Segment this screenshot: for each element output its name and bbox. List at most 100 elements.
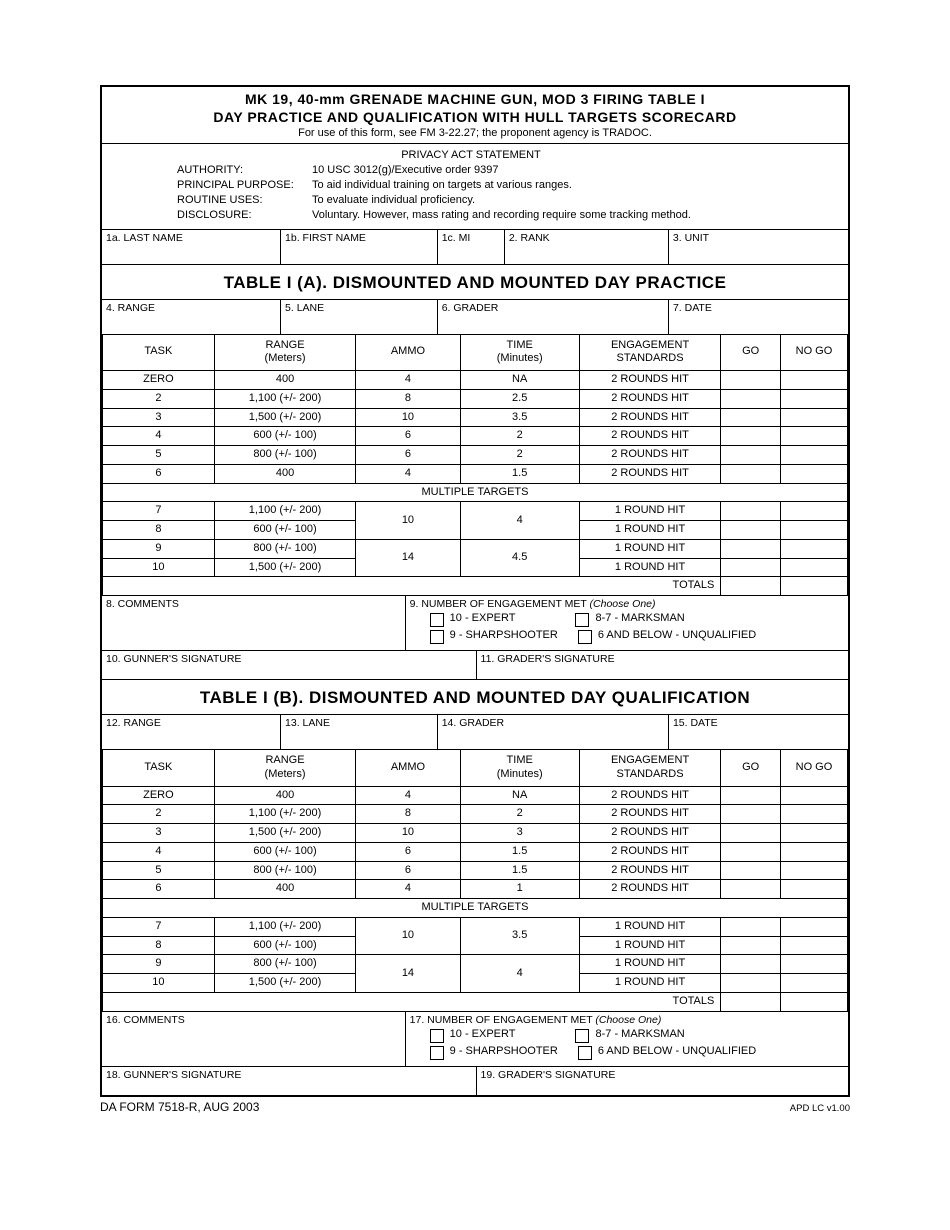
cell-task: 10 (103, 558, 215, 577)
a-chk-marksman[interactable] (575, 613, 589, 627)
cell-time: 4.5 (460, 539, 579, 577)
table-row: 5 800 (+/- 100) 6 1.5 2 ROUNDS HIT (103, 861, 848, 880)
a-expert: 10 - EXPERT (450, 612, 516, 624)
b-comments[interactable]: 16. COMMENTS (102, 1012, 406, 1066)
cell-nogo[interactable] (780, 408, 847, 427)
cell-go[interactable] (721, 917, 781, 936)
a-gunner-sig[interactable]: 10. GUNNER'S SIGNATURE (102, 651, 477, 679)
cell-nogo[interactable] (780, 974, 847, 993)
cell-go[interactable] (721, 408, 781, 427)
table-row: 2 1,100 (+/- 200) 8 2.5 2 ROUNDS HIT (103, 389, 848, 408)
cell-task: 2 (103, 389, 215, 408)
last-name-label: 1a. LAST NAME (106, 232, 276, 244)
cell-time: NA (460, 371, 579, 390)
cell-go[interactable] (721, 389, 781, 408)
a-chk-sharp[interactable] (430, 630, 444, 644)
cell-eng: 1 ROUND HIT (579, 521, 721, 540)
cell-nogo[interactable] (780, 824, 847, 843)
a-sig-row: 10. GUNNER'S SIGNATURE 11. GRADER'S SIGN… (102, 650, 848, 680)
cell-go[interactable] (721, 786, 781, 805)
title-line-1: MK 19, 40-mm GRENADE MACHINE GUN, MOD 3 … (110, 91, 840, 109)
a-date-label: 7. DATE (673, 302, 844, 314)
b-totals-go[interactable] (721, 992, 781, 1011)
cell-ammo: 6 (356, 446, 460, 465)
a-lane-label: 5. LANE (285, 302, 433, 314)
cell-go[interactable] (721, 842, 781, 861)
cell-go[interactable] (721, 861, 781, 880)
cell-nogo[interactable] (780, 464, 847, 483)
cell-nogo[interactable] (780, 805, 847, 824)
cell-nogo[interactable] (780, 371, 847, 390)
cell-nogo[interactable] (780, 880, 847, 899)
table-b-title: TABLE I (B). DISMOUNTED AND MOUNTED DAY … (102, 680, 848, 715)
a-range-label: 4. RANGE (106, 302, 276, 314)
cell-go[interactable] (721, 446, 781, 465)
cell-nogo[interactable] (780, 917, 847, 936)
cell-go[interactable] (721, 539, 781, 558)
b-col-task: TASK (103, 750, 215, 787)
a-chk-expert[interactable] (430, 613, 444, 627)
cell-go[interactable] (721, 824, 781, 843)
cell-nogo[interactable] (780, 502, 847, 521)
cell-nogo[interactable] (780, 539, 847, 558)
cell-ammo: 4 (356, 786, 460, 805)
cell-go[interactable] (721, 880, 781, 899)
a-comments[interactable]: 8. COMMENTS (102, 596, 406, 650)
a-grader-sig[interactable]: 11. GRADER'S SIGNATURE (477, 651, 848, 679)
b-grader-sig[interactable]: 19. GRADER'S SIGNATURE (477, 1067, 848, 1095)
cell-task: ZERO (103, 371, 215, 390)
cell-go[interactable] (721, 502, 781, 521)
b-marksman: 8-7 - MARKSMAN (595, 1028, 684, 1040)
cell-nogo[interactable] (780, 936, 847, 955)
cell-nogo[interactable] (780, 955, 847, 974)
cell-go[interactable] (721, 427, 781, 446)
table-b-info-row: 12. RANGE 13. LANE 14. GRADER 15. DATE (102, 715, 848, 749)
cell-nogo[interactable] (780, 389, 847, 408)
col-eng: ENGAGEMENTSTANDARDS (579, 334, 721, 371)
cell-go[interactable] (721, 974, 781, 993)
b-gunner-sig[interactable]: 18. GUNNER'S SIGNATURE (102, 1067, 477, 1095)
cell-go[interactable] (721, 558, 781, 577)
cell-go[interactable] (721, 521, 781, 540)
cell-go[interactable] (721, 805, 781, 824)
cell-go[interactable] (721, 936, 781, 955)
cell-ammo: 4 (356, 371, 460, 390)
b-chk-expert[interactable] (430, 1029, 444, 1043)
b-chk-marksman[interactable] (575, 1029, 589, 1043)
routine-label: ROUTINE USES: (177, 193, 312, 208)
cell-go[interactable] (721, 464, 781, 483)
cell-nogo[interactable] (780, 558, 847, 577)
table-row: 9 800 (+/- 100) 14 4 1 ROUND HIT (103, 955, 848, 974)
cell-ammo: 4 (356, 464, 460, 483)
cell-ammo: 14 (356, 955, 460, 993)
cell-range: 800 (+/- 100) (214, 539, 356, 558)
a-totals-nogo[interactable] (780, 577, 847, 596)
cell-task: 4 (103, 842, 215, 861)
cell-time: 4 (460, 955, 579, 993)
a-totals-go[interactable] (721, 577, 781, 596)
table-a-title: TABLE I (A). DISMOUNTED AND MOUNTED DAY … (102, 265, 848, 300)
cell-ammo: 6 (356, 861, 460, 880)
col-go: GO (721, 334, 781, 371)
disclosure-label: DISCLOSURE: (177, 208, 312, 223)
a-chk-unq[interactable] (578, 630, 592, 644)
b-chk-unq[interactable] (578, 1046, 592, 1060)
cell-task: 10 (103, 974, 215, 993)
cell-nogo[interactable] (780, 842, 847, 861)
cell-nogo[interactable] (780, 446, 847, 465)
cell-nogo[interactable] (780, 521, 847, 540)
header-block: MK 19, 40-mm GRENADE MACHINE GUN, MOD 3 … (102, 87, 848, 144)
cell-go[interactable] (721, 955, 781, 974)
b-totals-nogo[interactable] (780, 992, 847, 1011)
b-multi-label: MULTIPLE TARGETS (103, 899, 848, 918)
cell-go[interactable] (721, 371, 781, 390)
cell-nogo[interactable] (780, 427, 847, 446)
table-a: TASK RANGE(Meters) AMMO TIME(Minutes) EN… (102, 334, 848, 597)
cell-nogo[interactable] (780, 786, 847, 805)
table-row: 3 1,500 (+/- 200) 10 3 2 ROUNDS HIT (103, 824, 848, 843)
cell-nogo[interactable] (780, 861, 847, 880)
cell-time: 1.5 (460, 464, 579, 483)
b-chk-sharp[interactable] (430, 1046, 444, 1060)
cell-task: 9 (103, 955, 215, 974)
cell-time: 4 (460, 502, 579, 540)
